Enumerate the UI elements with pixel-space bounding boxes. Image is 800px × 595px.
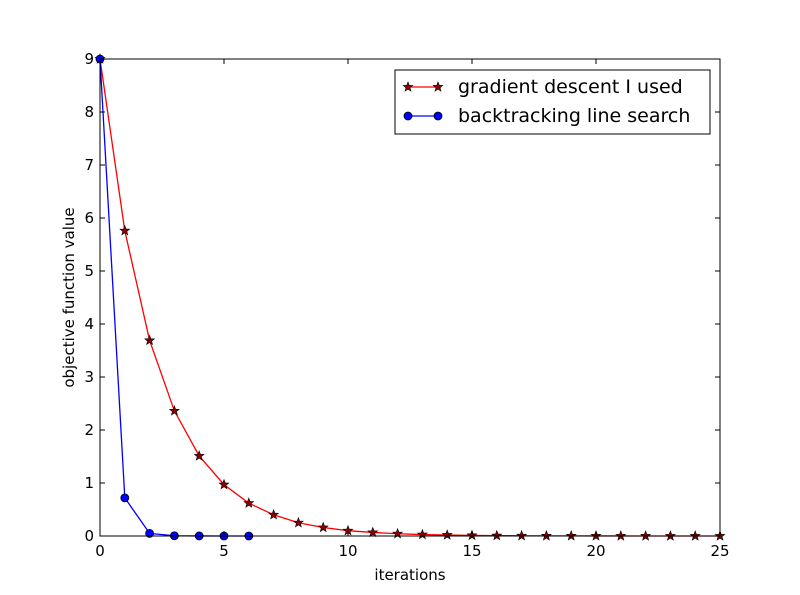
- series-1: [95, 54, 254, 541]
- data-point: [144, 334, 156, 346]
- x-tick-label: 5: [219, 542, 229, 560]
- legend-label-backtracking: backtracking line search: [458, 105, 690, 127]
- legend-label-gradient-descent: gradient descent I used: [458, 76, 683, 98]
- y-axis-label: objective function value: [60, 207, 78, 387]
- data-point: [243, 497, 255, 508]
- data-point: [565, 530, 577, 541]
- x-tick-label: 15: [462, 542, 481, 560]
- axes-frame: [99, 58, 721, 537]
- data-point: [367, 526, 379, 538]
- y-tick-label: 6: [84, 209, 94, 227]
- data-point: [168, 405, 180, 416]
- x-axis-label: iterations: [374, 566, 445, 584]
- x-tick-label: 20: [586, 542, 605, 560]
- y-tick-label: 4: [84, 315, 94, 333]
- legend-frame: [394, 69, 711, 135]
- y-tick-label: 8: [84, 103, 94, 121]
- x-tick-label: 0: [95, 542, 105, 560]
- legend-marker-gradient-descent-end: [432, 81, 444, 92]
- data-point: [540, 529, 552, 541]
- y-tick-label: 5: [84, 262, 94, 280]
- x-tick-label: 10: [338, 542, 357, 560]
- x-tick-label: 25: [710, 542, 729, 560]
- data-point: [120, 493, 130, 503]
- y-tick-label: 2: [84, 421, 94, 439]
- legend-marker-gradient-descent: [402, 81, 414, 92]
- data-point: [268, 508, 280, 520]
- y-tick-label: 3: [84, 368, 94, 386]
- data-point: [218, 478, 230, 490]
- y-tick-label: 1: [84, 474, 94, 492]
- data-point: [615, 530, 627, 541]
- series-line-1: [99, 58, 249, 537]
- data-point: [145, 528, 155, 538]
- data-point: [119, 224, 131, 236]
- data-point: [441, 529, 453, 540]
- legend: gradient descent I used backtracking lin…: [394, 69, 711, 135]
- y-tick-label: 9: [84, 50, 94, 68]
- data-point: [416, 528, 428, 540]
- legend-marker-backtracking: [403, 111, 413, 121]
- data-point: [292, 516, 304, 528]
- data-point: [193, 450, 205, 461]
- y-tick-label: 7: [84, 156, 94, 174]
- data-point: [491, 529, 503, 541]
- legend-marker-backtracking-end: [433, 111, 443, 121]
- data-point: [640, 530, 652, 541]
- data-point: [317, 521, 329, 533]
- y-tick-label: 0: [84, 527, 94, 545]
- data-point: [516, 529, 528, 541]
